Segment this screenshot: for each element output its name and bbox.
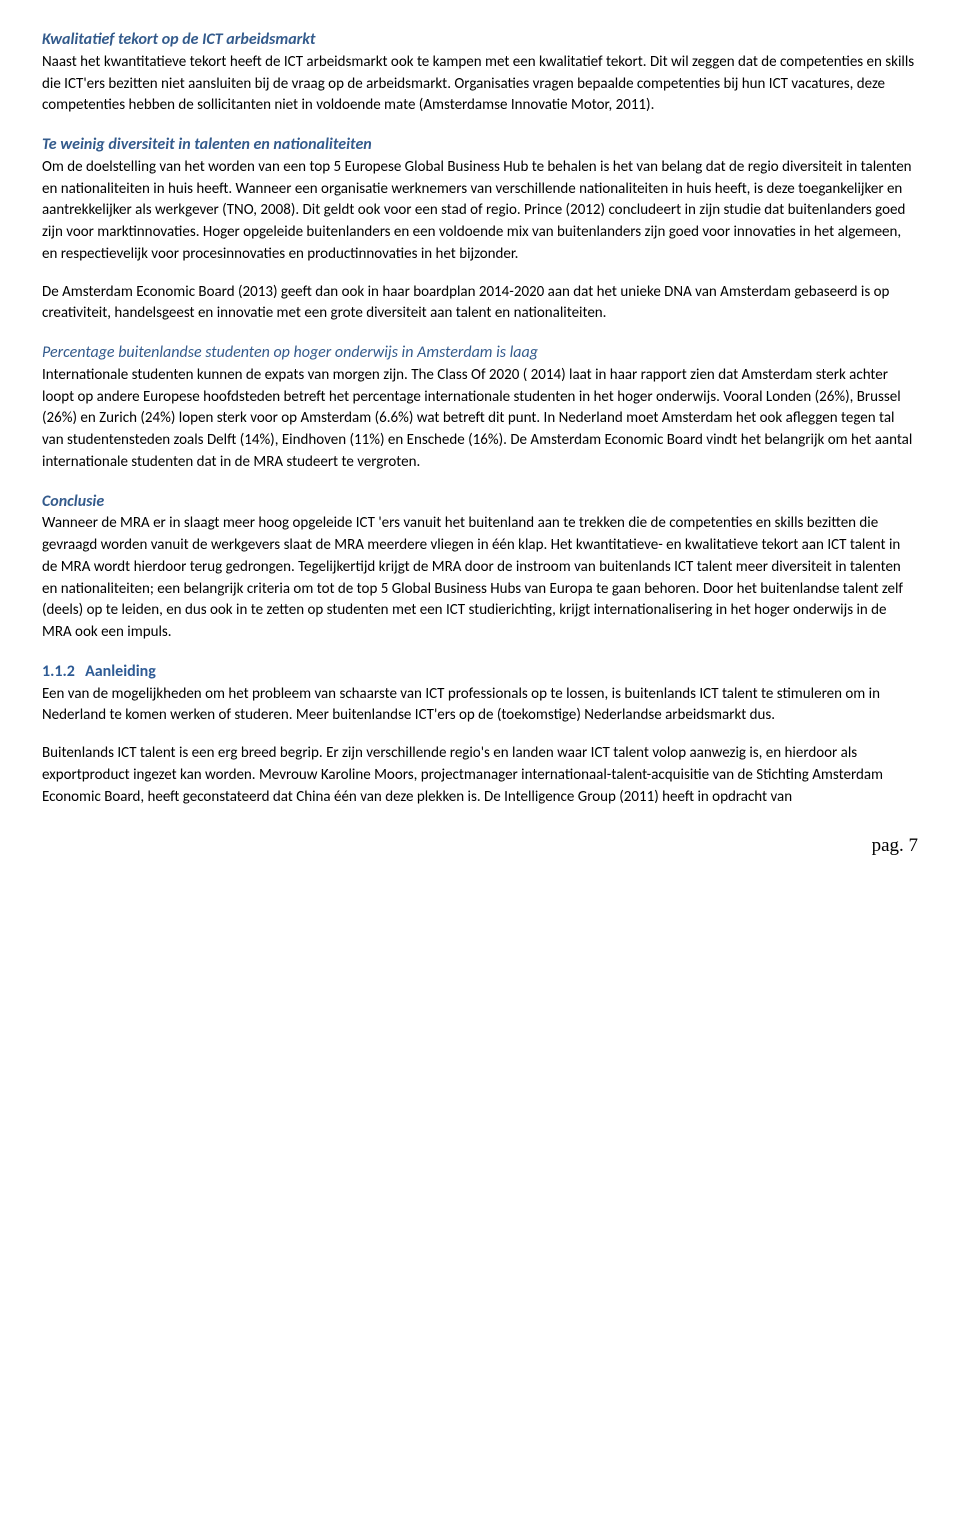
subheading-diversiteit: Te weinig diversiteit in talenten en nat…: [42, 135, 372, 154]
subheading-ict-tekort: Kwalitatief tekort op de ICT arbeidsmark…: [42, 30, 315, 49]
body-paragraph: Naast het kwantitatieve tekort heeft de …: [42, 52, 918, 117]
section-number: 1.1.2: [42, 662, 75, 681]
page-number: pag. 7: [42, 832, 918, 860]
section-aanleiding: 1.1.2 Aanleiding Een van de mogelijkhede…: [42, 660, 918, 809]
body-paragraph: De Amsterdam Economic Board (2013) geeft…: [42, 282, 918, 326]
section-percentage-studenten: Percentage buitenlandse studenten op hog…: [42, 341, 918, 474]
subheading-percentage: Percentage buitenlandse studenten op hog…: [42, 343, 538, 362]
body-paragraph: Om de doelstelling van het worden van ee…: [42, 157, 918, 266]
subheading-conclusie: Conclusie: [42, 492, 104, 511]
body-paragraph: Buitenlands ICT talent is een erg breed …: [42, 743, 918, 808]
section-title: Aanleiding: [85, 662, 156, 681]
body-paragraph: Wanneer de MRA er in slaagt meer hoog op…: [42, 513, 918, 644]
body-paragraph: Internationale studenten kunnen de expat…: [42, 365, 918, 474]
body-paragraph: Een van de mogelijkheden om het probleem…: [42, 684, 918, 728]
section-conclusie: Conclusie Wanneer de MRA er in slaagt me…: [42, 490, 918, 644]
section-ict-tekort: Kwalitatief tekort op de ICT arbeidsmark…: [42, 28, 918, 117]
section-diversiteit: Te weinig diversiteit in talenten en nat…: [42, 133, 918, 325]
